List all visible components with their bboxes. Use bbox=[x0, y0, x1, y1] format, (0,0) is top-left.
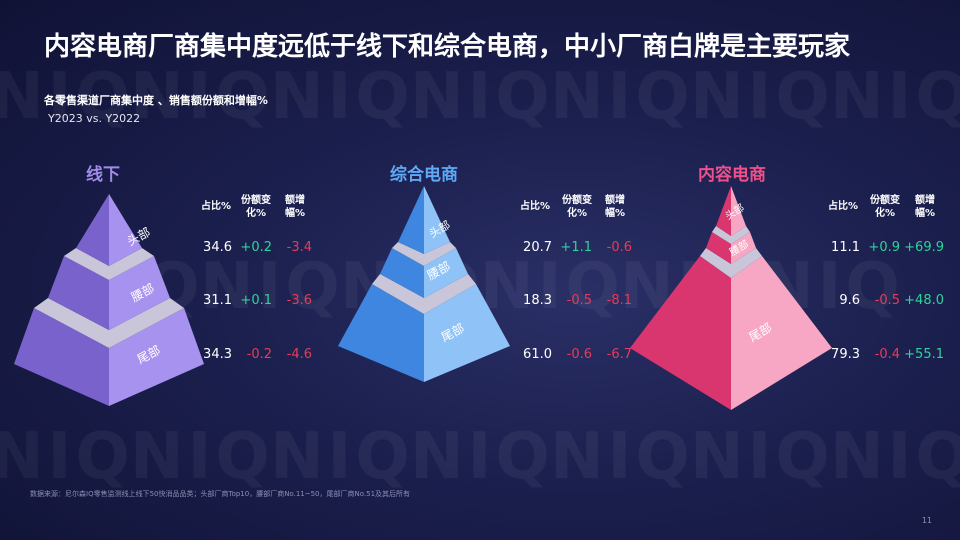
watermark: NIQ bbox=[480, 250, 624, 324]
page-title: 内容电商厂商集中度远低于线下和综合电商，中小厂商白牌是主要玩家 bbox=[44, 32, 851, 62]
pyramid-tier-waist bbox=[706, 232, 731, 264]
tier-gap bbox=[712, 226, 750, 244]
growth-value: -3.6 bbox=[286, 293, 312, 308]
growth-value: +48.0 bbox=[904, 293, 944, 308]
growth-value: +55.1 bbox=[904, 347, 944, 362]
share-value: 61.0 bbox=[523, 347, 552, 362]
share-change-value: +0.2 bbox=[240, 240, 272, 255]
pyramid-tier-tail bbox=[109, 308, 204, 406]
share-change-value: -0.2 bbox=[246, 347, 272, 362]
pyramid-tier-head bbox=[398, 186, 424, 254]
growth-value: -0.6 bbox=[606, 240, 632, 255]
watermark: NIQ bbox=[130, 60, 274, 134]
header-growth: 额增幅% bbox=[284, 195, 306, 219]
watermark: NIQ bbox=[410, 420, 554, 494]
share-change-value: +0.1 bbox=[240, 293, 272, 308]
growth-value: -6.7 bbox=[606, 347, 632, 362]
share-change-value: +1.1 bbox=[560, 240, 592, 255]
pyramid-tier-tail bbox=[338, 284, 424, 382]
pyramid-tier-waist bbox=[380, 248, 424, 298]
pyramid-tier-head bbox=[731, 186, 746, 236]
pyramid-ecommerce: 头部 腰部 尾部 bbox=[338, 186, 510, 382]
header-share-change: 份额变化% bbox=[241, 195, 271, 219]
pyramid-content-ecommerce: 头部 腰部 尾部 bbox=[630, 186, 832, 410]
pyramid-tier-tail bbox=[630, 256, 731, 410]
watermark: NIQ bbox=[550, 420, 694, 494]
watermark: NIQ bbox=[410, 60, 554, 134]
watermark: NIQ bbox=[270, 420, 414, 494]
tier-gap bbox=[700, 248, 762, 278]
pyramid-tier-waist bbox=[109, 256, 170, 330]
share-change-value: -0.5 bbox=[566, 293, 592, 308]
header-share-change: 份额变化% bbox=[562, 195, 592, 219]
pyramid-tier-head bbox=[424, 186, 450, 254]
share-value: 31.1 bbox=[203, 293, 232, 308]
share-value: 34.3 bbox=[203, 347, 232, 362]
growth-value: -4.6 bbox=[286, 347, 312, 362]
watermark: NIQ bbox=[0, 420, 134, 494]
watermark: NIQ bbox=[690, 60, 834, 134]
pyramid-tier-tail bbox=[424, 284, 510, 382]
header-share-change: 份额变化% bbox=[870, 195, 900, 219]
header-growth: 额增幅% bbox=[604, 195, 626, 219]
page-number: 11 bbox=[921, 516, 932, 525]
share-value: 79.3 bbox=[831, 347, 860, 362]
header-share: 占比% bbox=[519, 201, 551, 212]
tier-gap bbox=[64, 248, 154, 280]
pyramid-tier-tail bbox=[731, 256, 832, 410]
data-source-footnote: 数据来源：尼尔森IQ零售监测线上线下50快消品品类；头部厂商Top10，腰部厂商… bbox=[30, 490, 411, 498]
watermark: NIQ bbox=[690, 420, 834, 494]
share-change-value: +0.9 bbox=[868, 240, 900, 255]
header-share: 占比% bbox=[200, 201, 232, 212]
group-title-offline: 线下 bbox=[86, 165, 120, 185]
watermark: NIQ bbox=[0, 60, 134, 134]
share-value: 20.7 bbox=[523, 240, 552, 255]
header-growth: 额增幅% bbox=[914, 195, 936, 219]
pyramid-tier-tail bbox=[14, 308, 109, 406]
header-share: 占比% bbox=[827, 201, 859, 212]
share-value: 11.1 bbox=[831, 240, 860, 255]
pyramid-tier-head bbox=[109, 194, 142, 266]
chart-subtitle: 各零售渠道厂商集中度 、销售额份额和增幅% bbox=[44, 94, 268, 107]
tier-gap bbox=[372, 274, 476, 314]
tier-gap bbox=[34, 298, 184, 348]
share-change-value: -0.5 bbox=[874, 293, 900, 308]
period-label: Y2023 vs. Y2022 bbox=[48, 112, 141, 125]
group-title-content-ecommerce: 内容电商 bbox=[698, 165, 766, 185]
share-change-value: -0.4 bbox=[874, 347, 900, 362]
growth-value: -3.4 bbox=[286, 240, 312, 255]
share-change-value: -0.6 bbox=[566, 347, 592, 362]
watermark: NIQ bbox=[130, 420, 274, 494]
pyramid-tier-waist bbox=[48, 256, 109, 330]
pyramid-tier-waist bbox=[731, 232, 756, 264]
share-value: 34.6 bbox=[203, 240, 232, 255]
pyramid-offline: 头部 腰部 尾部 bbox=[14, 194, 204, 406]
watermark: NIQ bbox=[550, 60, 694, 134]
watermark: NIQ bbox=[270, 60, 414, 134]
growth-value: -8.1 bbox=[606, 293, 632, 308]
share-value: 9.6 bbox=[839, 293, 860, 308]
watermark: NIQ bbox=[200, 250, 344, 324]
pyramid-tier-head bbox=[716, 186, 731, 236]
pyramid-tier-waist bbox=[424, 248, 468, 298]
share-value: 18.3 bbox=[523, 293, 552, 308]
group-title-ecommerce: 综合电商 bbox=[390, 165, 458, 185]
growth-value: +69.9 bbox=[904, 240, 944, 255]
watermark: NIQ bbox=[830, 60, 960, 134]
pyramid-tier-head bbox=[76, 194, 109, 266]
watermark: NIQ bbox=[830, 420, 960, 494]
